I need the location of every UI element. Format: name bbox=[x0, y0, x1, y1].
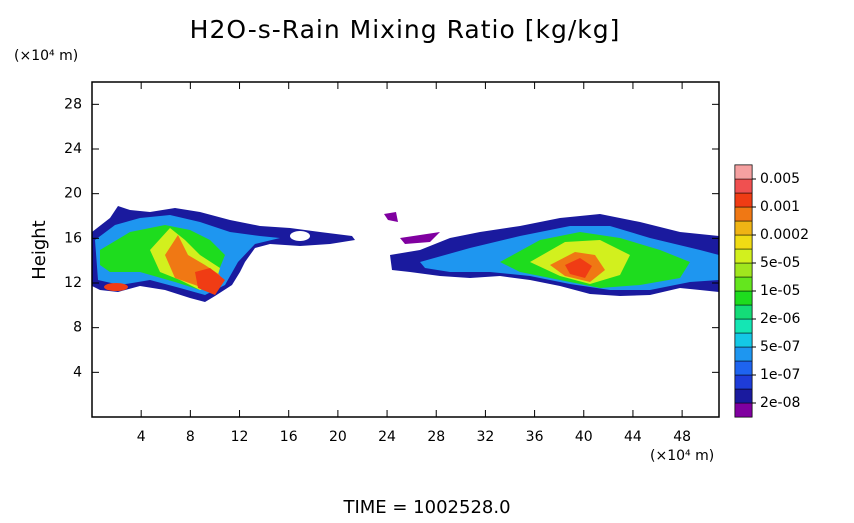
x-tick-label: 36 bbox=[526, 429, 544, 445]
y-tick-label: 24 bbox=[64, 141, 82, 157]
colorbar-label: 5e-05 bbox=[760, 255, 800, 271]
colorbar-swatch bbox=[734, 304, 753, 320]
colorbar-swatch bbox=[734, 248, 753, 264]
x-tick-label: 40 bbox=[575, 429, 593, 445]
colorbar-swatch bbox=[734, 388, 753, 404]
colorbar-label: 0.0002 bbox=[760, 227, 809, 243]
chart-title: H2O-s-Rain Mixing Ratio [kg/kg] bbox=[190, 15, 621, 44]
colorbar-swatch bbox=[734, 262, 753, 278]
colorbar-swatch bbox=[734, 220, 753, 236]
colorbar-swatch bbox=[734, 318, 753, 334]
x-tick-label: 20 bbox=[329, 429, 347, 445]
colorbar-swatch bbox=[734, 178, 753, 194]
colorbar-swatch bbox=[734, 234, 753, 250]
colorbar-label: 1e-07 bbox=[760, 367, 800, 383]
plot-frame bbox=[91, 81, 720, 418]
colorbar-swatch bbox=[734, 290, 753, 306]
x-tick-label: 8 bbox=[186, 429, 195, 445]
x-tick-label: 4 bbox=[137, 429, 146, 445]
x-tick-label: 12 bbox=[231, 429, 249, 445]
y-axis-label: Height bbox=[29, 220, 50, 280]
colorbar-swatch bbox=[734, 192, 753, 208]
x-tick-label: 28 bbox=[427, 429, 445, 445]
y-tick-label: 20 bbox=[64, 186, 82, 202]
colorbar-swatch bbox=[734, 276, 753, 292]
contour-region bbox=[104, 283, 128, 291]
footer: TIME = 1002528.0 bbox=[342, 497, 510, 518]
contour-region bbox=[195, 268, 225, 295]
contour-region bbox=[290, 231, 310, 241]
x-tick-label: 32 bbox=[476, 429, 494, 445]
colorbar-swatch bbox=[734, 374, 753, 390]
x-tick-label: 44 bbox=[624, 429, 642, 445]
y-tick-label: 12 bbox=[64, 275, 82, 291]
x-unit: (×10⁴ m) bbox=[650, 448, 714, 464]
colorbar-swatch bbox=[734, 360, 753, 376]
y-tick-label: 16 bbox=[64, 230, 82, 246]
contour-region bbox=[400, 232, 440, 244]
colorbar-label: 5e-07 bbox=[760, 339, 800, 355]
y-tick-label: 4 bbox=[73, 364, 82, 380]
x-tick-label: 24 bbox=[378, 429, 396, 445]
y-unit: (×10⁴ m) bbox=[14, 48, 78, 64]
colorbar-label: 0.001 bbox=[760, 199, 800, 215]
x-tick-label: 16 bbox=[280, 429, 298, 445]
colorbar-label: 2e-06 bbox=[760, 311, 800, 327]
contour-region bbox=[565, 258, 592, 278]
colorbar-swatch bbox=[734, 402, 753, 418]
colorbar-label: 2e-08 bbox=[760, 395, 800, 411]
colorbar-swatch bbox=[734, 346, 753, 362]
x-tick-label: 48 bbox=[673, 429, 691, 445]
contour-field bbox=[92, 206, 719, 302]
colorbar-label: 0.005 bbox=[760, 171, 800, 187]
colorbar-label: 1e-05 bbox=[760, 283, 800, 299]
colorbar-swatch bbox=[734, 164, 753, 180]
contour-region bbox=[384, 212, 398, 222]
colorbar-swatch bbox=[734, 206, 753, 222]
colorbar-swatch bbox=[734, 332, 753, 348]
y-tick-label: 8 bbox=[73, 320, 82, 336]
y-tick-label: 28 bbox=[64, 96, 82, 112]
